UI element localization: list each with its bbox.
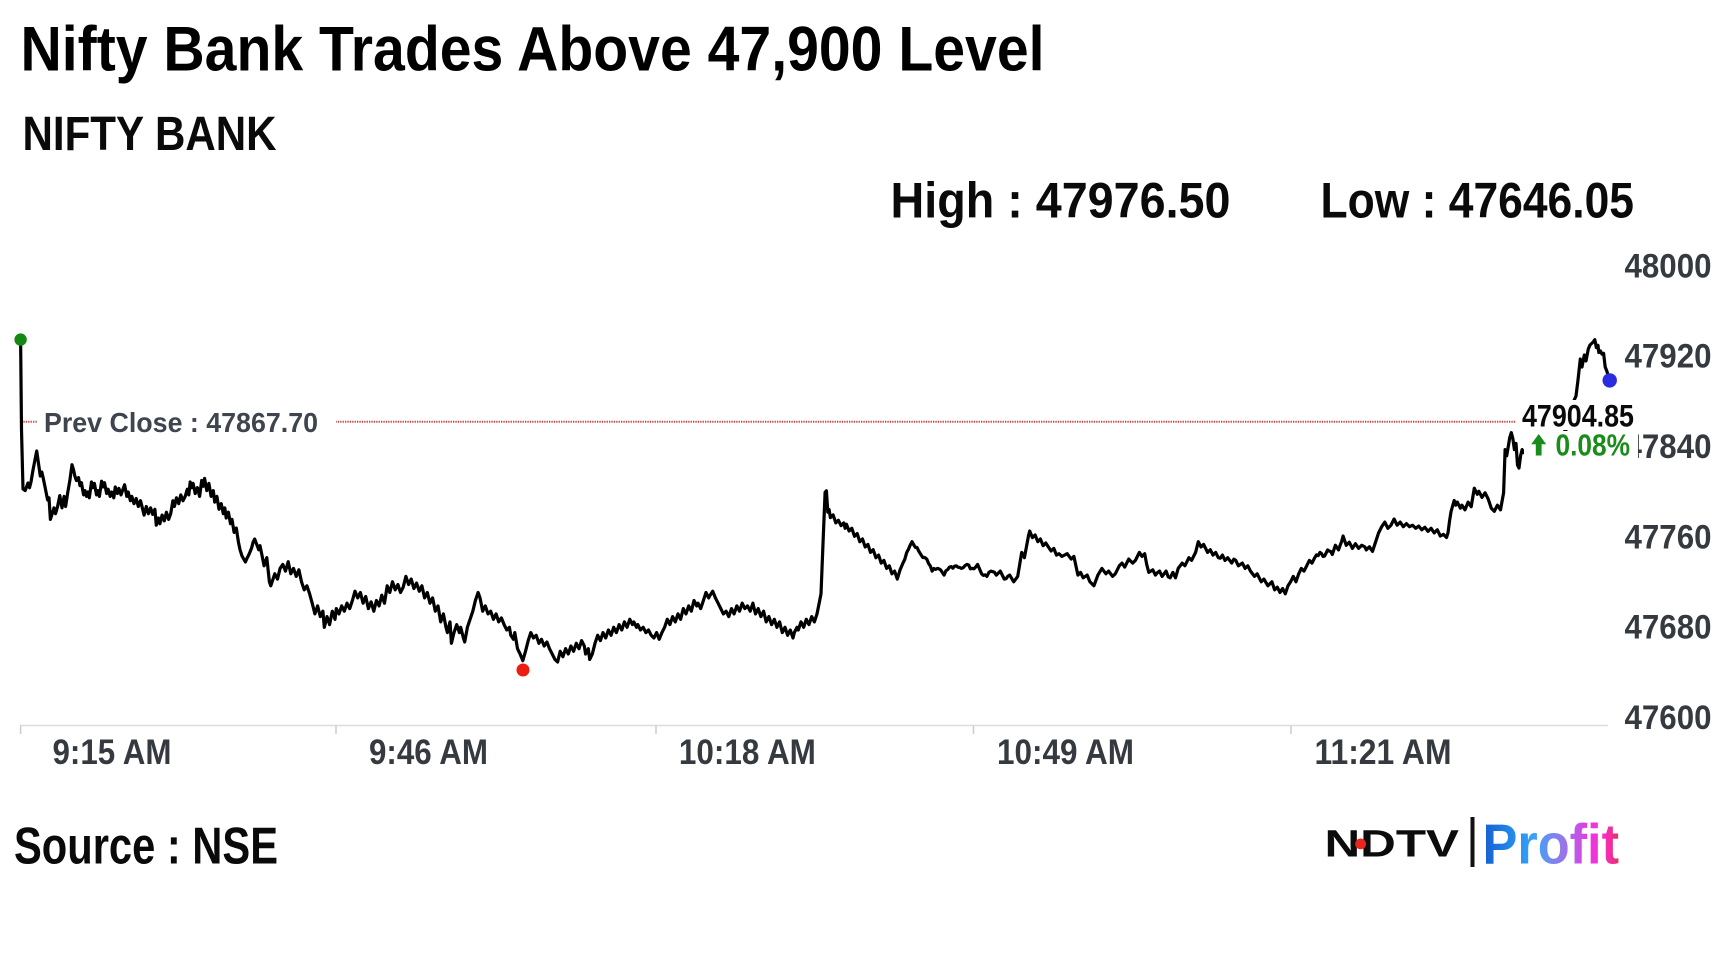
svg-text:NDTV: NDTV bbox=[1325, 822, 1460, 865]
svg-text:11:21 AM: 11:21 AM bbox=[1315, 732, 1452, 772]
svg-text:48000: 48000 bbox=[1625, 247, 1712, 285]
svg-text:High : 47976.50: High : 47976.50 bbox=[891, 173, 1231, 229]
svg-text:9:46 AM: 9:46 AM bbox=[369, 732, 488, 772]
svg-text:47904.85: 47904.85 bbox=[1522, 399, 1634, 434]
svg-text:9:15 AM: 9:15 AM bbox=[53, 732, 172, 772]
svg-text:47760: 47760 bbox=[1625, 518, 1712, 556]
svg-text:Profit: Profit bbox=[1483, 813, 1620, 876]
svg-text:47600: 47600 bbox=[1625, 699, 1712, 737]
svg-text:NIFTY BANK: NIFTY BANK bbox=[23, 107, 277, 161]
svg-text:Prev Close : 47867.70: Prev Close : 47867.70 bbox=[44, 407, 318, 438]
svg-text:Source : NSE: Source : NSE bbox=[14, 818, 278, 876]
svg-text:10:18 AM: 10:18 AM bbox=[679, 732, 816, 772]
svg-text:47920: 47920 bbox=[1625, 338, 1712, 376]
svg-text:10:49 AM: 10:49 AM bbox=[997, 732, 1134, 772]
svg-text:47840: 47840 bbox=[1625, 428, 1712, 466]
svg-text:47680: 47680 bbox=[1625, 609, 1712, 647]
svg-text:0.08%: 0.08% bbox=[1556, 429, 1631, 463]
svg-text:Nifty Bank Trades Above 47,900: Nifty Bank Trades Above 47,900 Level bbox=[21, 15, 1045, 85]
svg-text:Low : 47646.05: Low : 47646.05 bbox=[1321, 173, 1635, 229]
